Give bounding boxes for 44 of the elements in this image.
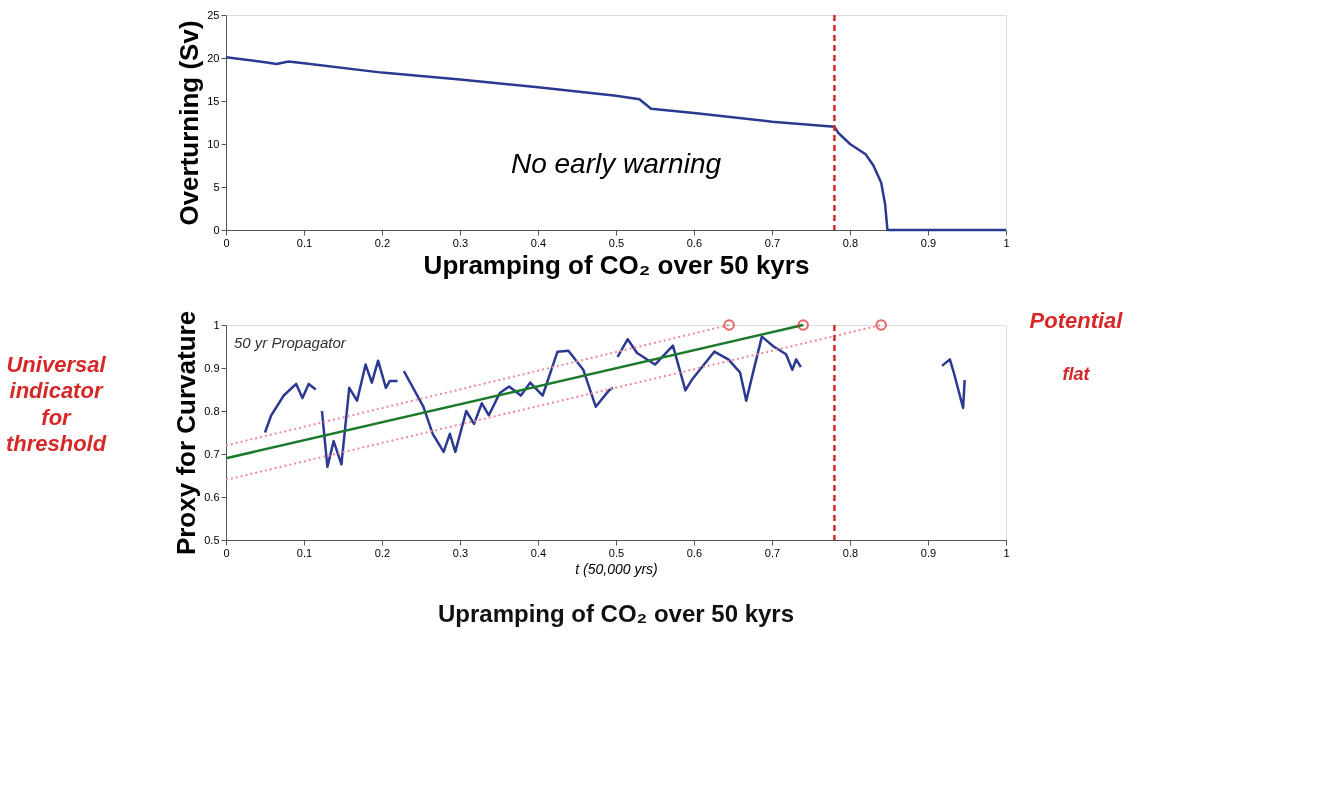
x-tick-label: 0.9 (920, 236, 937, 249)
x-axis-title: t (50,000 yrs) (575, 560, 658, 577)
y-tick-label: 0 (213, 223, 220, 236)
x-tick-label: 0.4 (530, 546, 547, 559)
y-tick-label: 1 (213, 318, 220, 331)
x-tick-label: 0.7 (764, 236, 781, 249)
x-tick-label: 0.4 (530, 236, 547, 249)
x-tick-label: 0.9 (920, 546, 937, 559)
x-tick-label: 0.5 (608, 546, 625, 559)
y-tick-label: 10 (207, 137, 220, 150)
x-tick-label: 0.3 (452, 236, 469, 249)
x-tick-label: 0.2 (374, 546, 391, 559)
annotation: No early warning (510, 148, 722, 179)
x-tick-label: 0.6 (686, 546, 703, 559)
x-tick-label: 0.5 (608, 236, 625, 249)
y-tick-label: 0.5 (204, 533, 220, 546)
text: flat (1062, 364, 1091, 384)
x-tick-label: 0.7 (764, 546, 781, 559)
annotation: 50 yr Propagator (234, 334, 347, 351)
text: Potential (1029, 308, 1124, 333)
x-tick-label: 0.6 (686, 236, 703, 249)
x-tick-label: 0.1 (296, 236, 313, 249)
x-tick-label: 0.8 (842, 546, 859, 559)
y-tick-label: 0.6 (204, 490, 220, 503)
y-tick-label: 0.9 (204, 361, 220, 374)
x-tick-label: 0 (223, 236, 230, 249)
x-tick-label: 1 (1003, 236, 1010, 249)
text: Upramping of CO₂ over 50 kyrs (437, 600, 795, 627)
text: Universal indicator for threshold (5, 352, 107, 457)
y-tick-label: 0.7 (204, 447, 220, 460)
y-axis-title: Overturning (Sv) (174, 20, 205, 226)
y-tick-label: 15 (207, 94, 220, 107)
x-tick-label: 0.3 (452, 546, 469, 559)
x-tick-label: 0.1 (296, 546, 313, 559)
x-tick-label: 0.8 (842, 236, 859, 249)
x-tick-label: 0 (223, 546, 230, 559)
y-tick-label: 5 (213, 180, 220, 193)
y-axis-title: Proxy for Curvature (171, 310, 202, 556)
x-tick-label: 1 (1003, 546, 1010, 559)
y-tick-label: 25 (207, 8, 220, 21)
y-tick-label: 0.8 (204, 404, 220, 417)
x-axis-title: Upramping of CO₂ over 50 kyrs (423, 249, 810, 280)
x-tick-label: 0.2 (374, 236, 391, 249)
y-tick-label: 20 (207, 51, 220, 64)
